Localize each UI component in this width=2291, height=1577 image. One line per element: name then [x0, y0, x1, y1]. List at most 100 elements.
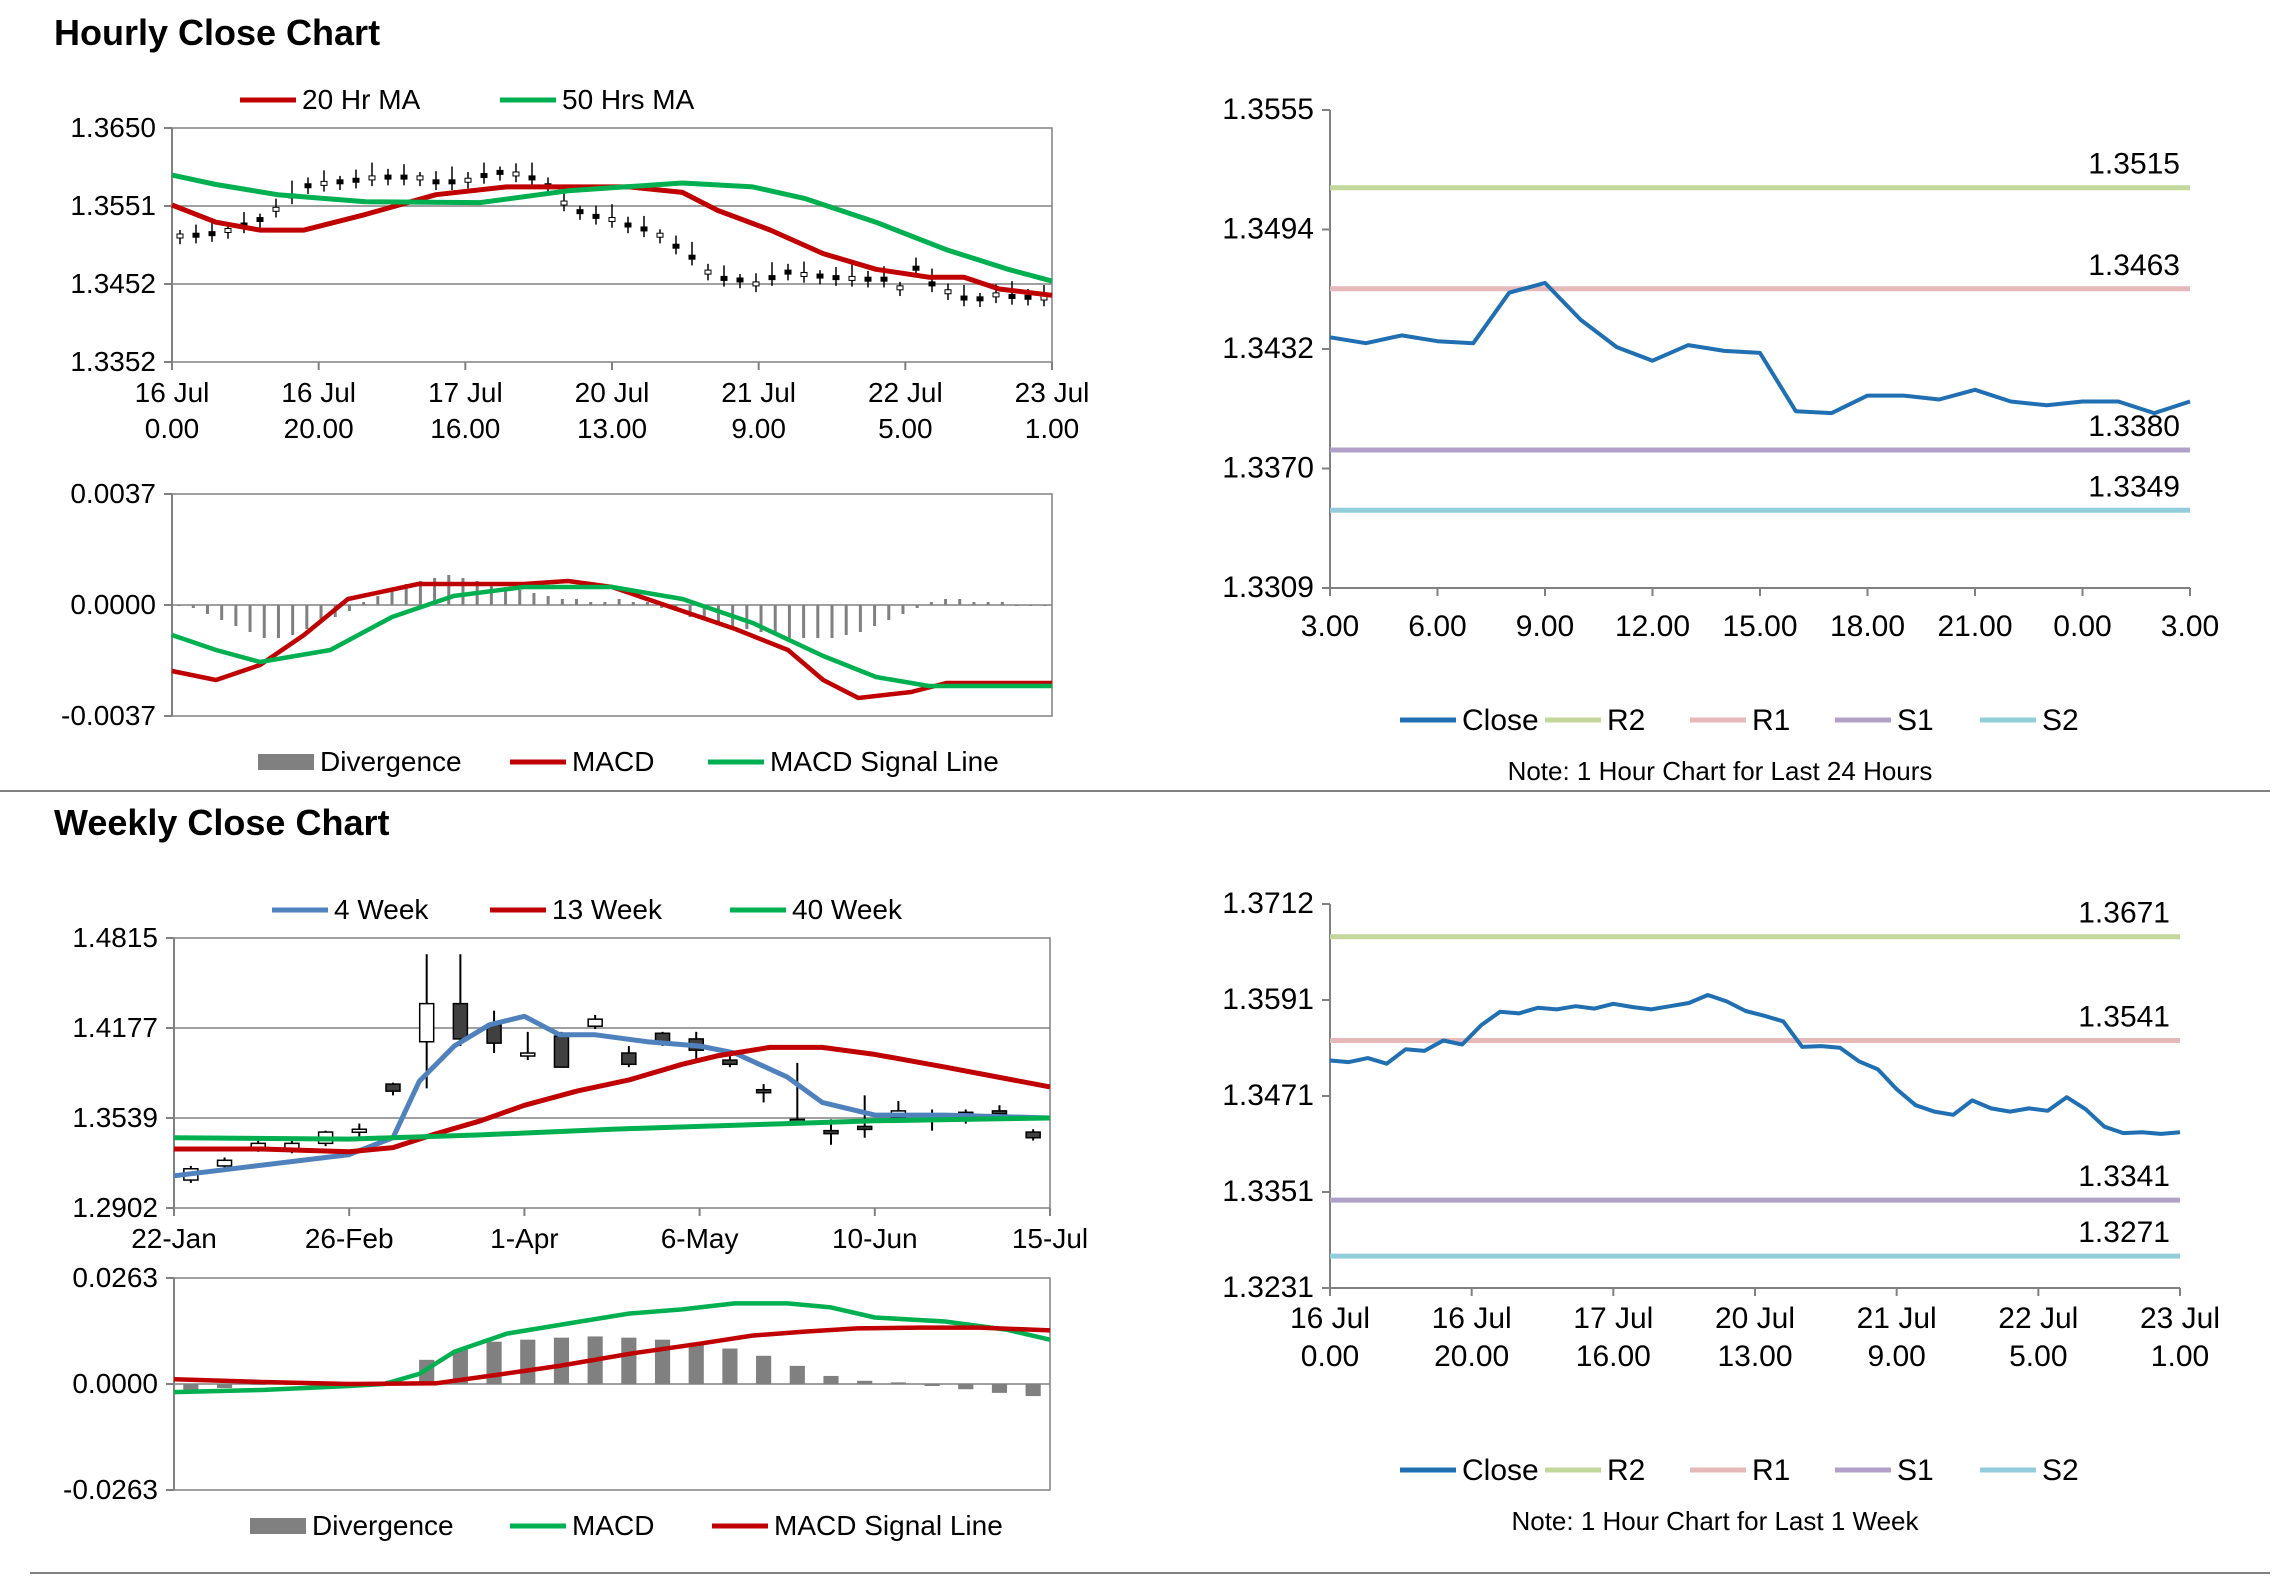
divergence-bar [688, 605, 692, 617]
candle-body [1024, 294, 1032, 300]
y-tick-label: 1.3712 [1222, 887, 1314, 920]
divergence-bar [857, 1380, 873, 1384]
series-40-week [173, 1115, 1051, 1142]
divergence-bar [631, 602, 635, 605]
legend-swatch-divergence [250, 1518, 306, 1534]
divergence-bar [362, 602, 366, 605]
y-tick-label: 1.3555 [1222, 93, 1314, 126]
candle-body [656, 232, 664, 238]
candle-body [587, 1018, 603, 1027]
candle-body [176, 233, 184, 239]
divergence-bar [305, 605, 309, 629]
x-tick-label: 1.00 [1025, 413, 1080, 444]
x-tick-label: 22-Jan [131, 1223, 217, 1254]
divergence-bar [216, 1384, 233, 1389]
series-macd-signal-line [171, 584, 1052, 689]
legend-label: MACD Signal Line [770, 746, 999, 777]
x-tick-label: 20 Jul [1715, 1302, 1795, 1335]
candle-body [496, 169, 504, 175]
x-tick-label: 20.00 [284, 413, 354, 444]
x-tick-label: 16.00 [1576, 1340, 1651, 1373]
x-tick-label: 15.00 [1722, 610, 1797, 643]
candle-body [800, 271, 808, 277]
legend-label: 40 Week [792, 894, 903, 925]
candle-body [784, 269, 792, 275]
x-tick-label: 5.00 [878, 413, 933, 444]
divergence-bar [716, 605, 720, 623]
candle-body [944, 289, 952, 295]
y-tick-label: 1.3351 [1222, 1175, 1314, 1208]
series-macd-signal-line [173, 1325, 1051, 1387]
x-tick-label: 26-Feb [305, 1223, 394, 1254]
legend-label: MACD Signal Line [774, 1510, 1003, 1541]
candle-body [272, 206, 280, 212]
legend-label: 4 Week [334, 894, 429, 925]
candle-body [640, 226, 648, 232]
divergence-bar [390, 590, 394, 605]
legend-label: Close [1462, 1454, 1539, 1487]
x-tick-label: 9.00 [1867, 1340, 1925, 1373]
divergence-bar [520, 1339, 536, 1384]
x-tick-label: 16 Jul [1290, 1302, 1370, 1335]
divergence-bar [1015, 605, 1019, 606]
candle-body [991, 1110, 1008, 1115]
divergence-bar [560, 599, 564, 605]
candle-body [464, 177, 472, 183]
x-tick-label: 16 Jul [281, 377, 356, 408]
candle-body [224, 228, 232, 234]
candle-body [336, 179, 344, 185]
candle-body [320, 180, 328, 186]
divergence-bar [924, 1384, 940, 1387]
y-tick-label: 1.3452 [70, 268, 156, 299]
x-tick-label: 6-May [661, 1223, 739, 1254]
divergence-bar [518, 590, 522, 605]
divergence-bar [489, 584, 493, 605]
divergence-bar [929, 602, 933, 605]
divergence-bar [575, 599, 579, 605]
x-tick-label: 16 Jul [135, 377, 210, 408]
candle-body [208, 231, 216, 237]
y-tick-label: 1.3370 [1222, 452, 1314, 485]
plot-area [171, 127, 1053, 363]
candle-body [553, 1035, 570, 1068]
divergence-bar [1025, 1384, 1041, 1397]
divergence-bar [1043, 605, 1047, 606]
y-tick-label: 1.3591 [1222, 983, 1314, 1016]
y-tick-label: -0.0263 [63, 1474, 158, 1505]
candle-body [576, 209, 584, 215]
x-tick-label: 13.00 [1717, 1340, 1792, 1373]
level-r1-label: 1.3463 [2088, 249, 2180, 282]
candle-body [352, 177, 360, 183]
divergence-bar [262, 605, 266, 638]
divergence-bar [220, 605, 224, 620]
divergence-bar [234, 605, 238, 626]
x-tick-label: 1-Apr [490, 1223, 558, 1254]
candle-body [992, 292, 1000, 298]
x-tick-label: 1.00 [2151, 1340, 2209, 1373]
y-tick-label: 0.0037 [70, 478, 156, 509]
chart-note: Note: 1 Hour Chart for Last 24 Hours [1508, 756, 1933, 786]
divergence-bar [816, 605, 820, 638]
candle-body [832, 275, 840, 281]
x-tick-label: 20 Jul [575, 377, 650, 408]
candle-body [528, 175, 536, 181]
candle-body [418, 1002, 435, 1043]
x-tick-label: 5.00 [2009, 1340, 2067, 1373]
x-tick-label: 9.00 [731, 413, 786, 444]
divergence-bar [944, 599, 948, 605]
x-tick-label: 0.00 [2053, 610, 2111, 643]
candle-body [351, 1128, 368, 1133]
hourly-section-title: Hourly Close Chart [54, 12, 381, 53]
level-r1-label: 1.3541 [2078, 1001, 2170, 1034]
divergence-bar [205, 605, 209, 614]
candle-body [672, 243, 680, 249]
divergence-bar [887, 605, 891, 620]
divergence-bar [291, 605, 295, 635]
x-tick-label: 21 Jul [1857, 1302, 1937, 1335]
divergence-bar [553, 1337, 570, 1384]
legend-label: S1 [1897, 704, 1934, 737]
y-tick-label: 1.3231 [1222, 1271, 1314, 1304]
divergence-bar [773, 605, 777, 635]
